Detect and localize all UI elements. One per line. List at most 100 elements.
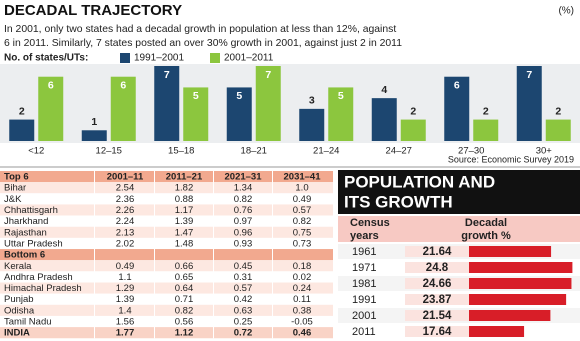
chart-title: ITS GROWTH: [344, 192, 453, 211]
table-row: [0, 226, 333, 238]
x-tick-label: 24–27: [386, 146, 412, 157]
table-header-cell: Bottom 6: [4, 250, 45, 261]
bar: [371, 98, 397, 141]
table-row: [0, 271, 333, 283]
table-row: [0, 282, 333, 294]
y-tick-label: 2011: [352, 326, 376, 338]
table-cell: 0.65: [175, 272, 194, 283]
column-header: growth %: [461, 230, 511, 242]
table-cell: 1.29: [116, 283, 135, 294]
bar: [405, 278, 572, 289]
legend-swatch: [210, 53, 220, 63]
table-cell: 1.39: [175, 216, 194, 227]
x-tick-label: 27–30: [458, 146, 484, 157]
table-cell: 2.13: [116, 227, 135, 238]
table-cell: Tamil Nadu: [4, 317, 52, 328]
table-cell: Rajasthan: [4, 227, 47, 238]
subtitle: In 2001, only two states had a decadal g…: [4, 24, 396, 35]
table-row: [0, 304, 333, 316]
label-box: [405, 326, 469, 337]
value-label: 17.64: [423, 326, 452, 338]
table-header: [0, 249, 333, 261]
bar: [154, 66, 180, 141]
label-box: [405, 278, 469, 289]
table-row: [0, 215, 333, 227]
value-label: 7: [265, 69, 271, 81]
chart-title: POPULATION AND: [344, 172, 495, 191]
source: Source: Economic Survey 2019: [448, 154, 574, 164]
value-label: 2: [555, 105, 561, 117]
bar: [400, 119, 426, 141]
table-cell: 0.57: [293, 205, 312, 216]
table-cell: 0.93: [234, 238, 253, 249]
bar: [9, 119, 35, 141]
table-cell: Odisha: [4, 305, 35, 316]
chart-title: DECADAL TRAJECTORY: [4, 2, 182, 19]
unit-label: (%): [558, 6, 574, 17]
table-cell: 0.82: [234, 194, 253, 205]
table-cell: 0.42: [234, 294, 253, 305]
y-tick-label: 1961: [352, 246, 376, 258]
table-cell: Punjab: [4, 294, 34, 305]
table-cell: Himachal Pradesh: [4, 283, 82, 294]
table-cell: 2.02: [116, 238, 135, 249]
table-cell: 0.24: [293, 283, 312, 294]
bar: [81, 130, 107, 141]
x-tick-label: 30+: [536, 146, 553, 157]
bar: [328, 87, 354, 141]
table-row: [0, 204, 333, 216]
legend-label: 2001–2011: [224, 53, 274, 64]
table-row: [0, 327, 333, 339]
value-label: 7: [526, 69, 532, 81]
value-label: 24.66: [423, 278, 452, 290]
bar: [444, 76, 470, 141]
table-cell: 0.97: [234, 216, 253, 227]
bar: [405, 262, 573, 273]
table-cell: 0.64: [175, 283, 194, 294]
table-cell: 1.56: [116, 317, 135, 328]
label-box: [405, 246, 469, 257]
table-cell: 0.82: [293, 216, 312, 227]
value-label: 2: [19, 105, 25, 117]
table-cell: 0.11: [293, 294, 311, 305]
table-header-cell: 2031–41: [284, 172, 322, 183]
x-tick-label: <12: [28, 146, 44, 157]
value-label: 3: [309, 95, 315, 107]
table-cell: 0.57: [234, 283, 253, 294]
legend-title: No. of states/UTs:: [4, 53, 88, 64]
value-label: 2: [483, 105, 489, 117]
table-cell: 1.4: [118, 305, 131, 316]
table-cell: 0.73: [293, 238, 312, 249]
table-cell: J&K: [4, 194, 22, 205]
label-box: [405, 310, 469, 321]
value-label: 21.64: [423, 246, 452, 258]
table-cell: 0.02: [293, 272, 312, 283]
x-tick-label: 12–15: [96, 146, 122, 157]
bar: [405, 310, 551, 321]
bar: [516, 66, 542, 141]
table-cell: 0.75: [293, 227, 312, 238]
column-header: Decadal: [465, 217, 507, 229]
table-cell: 0.56: [175, 317, 194, 328]
value-label: 6: [48, 79, 54, 91]
table-header-cell: 2011–21: [166, 172, 203, 183]
value-label: 5: [236, 90, 242, 102]
table-row: [0, 237, 333, 250]
table-cell: 0.45: [234, 261, 253, 272]
table-cell: 0.38: [293, 305, 312, 316]
table-cell: 0.63: [234, 305, 253, 316]
value-label: 23.87: [423, 294, 452, 306]
table-cell: 1.1: [118, 272, 131, 283]
table-cell: 1.47: [175, 227, 194, 238]
legend-label: 1991–2001: [134, 53, 184, 64]
x-tick-label: 15–18: [168, 146, 194, 157]
table-header: [0, 171, 333, 183]
bar: [110, 76, 136, 141]
table-cell: Kerala: [4, 261, 32, 272]
title-box: [338, 170, 580, 214]
table-cell: 0.71: [175, 294, 194, 305]
value-label: 24.8: [426, 262, 449, 274]
table-cell: 0.49: [116, 261, 135, 272]
x-tick-label: 18–21: [241, 146, 267, 157]
bar: [38, 76, 64, 141]
